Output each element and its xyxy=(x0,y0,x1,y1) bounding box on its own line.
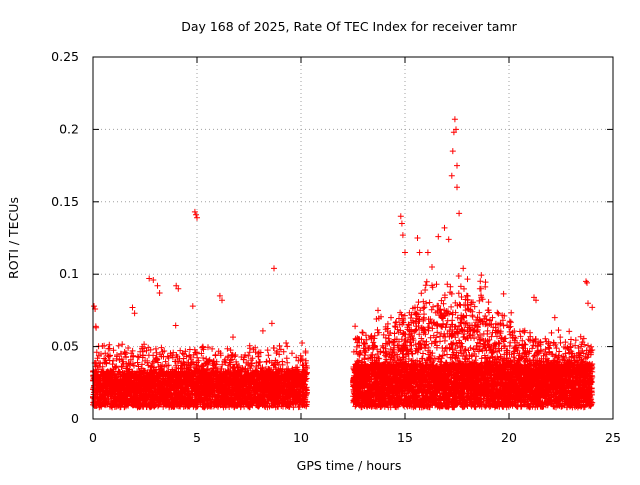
plot-frame xyxy=(92,56,614,420)
y-tick-label: 0.2 xyxy=(59,121,79,136)
x-tick-label: 15 xyxy=(397,430,413,445)
chart-title: Day 168 of 2025, Rate Of TEC Index for r… xyxy=(181,19,517,34)
x-tick-label: 25 xyxy=(605,430,621,445)
y-tick-labels: 0 0.05 0.1 0.15 0.2 0.25 xyxy=(51,49,79,426)
x-tick-label: 5 xyxy=(193,430,201,445)
y-tick-label: 0.25 xyxy=(51,49,79,64)
axis-ticks xyxy=(92,56,614,420)
y-tick-label: 0.05 xyxy=(51,339,79,354)
y-axis-label: ROTI / TECUs xyxy=(6,197,21,279)
roti-data-markers xyxy=(90,116,596,411)
x-tick-label: 20 xyxy=(501,430,517,445)
x-axis-label: GPS time / hours xyxy=(297,458,402,473)
y-tick-label: 0 xyxy=(71,411,79,426)
grid xyxy=(93,57,613,419)
x-tick-label: 0 xyxy=(89,430,97,445)
x-tick-label: 10 xyxy=(293,430,309,445)
x-tick-labels: 0 5 10 15 20 25 xyxy=(89,430,621,445)
y-tick-label: 0.1 xyxy=(59,266,79,281)
y-tick-label: 0.15 xyxy=(51,194,79,209)
data-points xyxy=(90,116,596,411)
